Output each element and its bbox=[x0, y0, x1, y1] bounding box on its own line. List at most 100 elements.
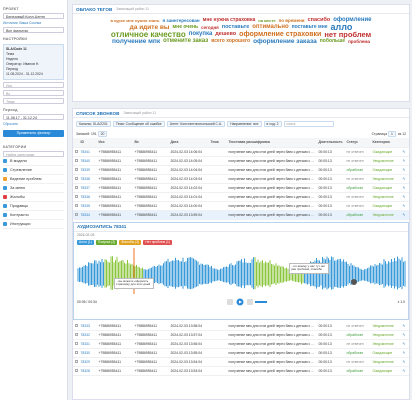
checkbox[interactable] bbox=[74, 369, 78, 372]
column-header[interactable]: Дата bbox=[169, 138, 209, 148]
field-input[interactable]: Тема bbox=[3, 98, 64, 104]
call-row[interactable]: 78334 +79886955411 +79886955411 2024-02-03 … bbox=[73, 210, 409, 220]
tag-word[interactable]: оформление заказа bbox=[253, 38, 317, 45]
filter-chip[interactable]: Тема: Сообщение об ошибке bbox=[112, 121, 165, 127]
column-header[interactable]: Текстовая расшифровка bbox=[227, 138, 317, 148]
cell: +79886955411 bbox=[133, 156, 169, 166]
call-row[interactable]: 78337 +79886955411 +79886955411 2024-02-03 … bbox=[73, 183, 409, 193]
tag-word[interactable]: проблема bbox=[348, 39, 370, 44]
checkbox[interactable] bbox=[74, 360, 78, 363]
call-row[interactable]: 78335 +79886955411 +79886955411 2024-02-03 … bbox=[73, 201, 409, 211]
call-row[interactable]: 78328 +79886955411 +79886955411 2024-02-03 … bbox=[73, 366, 409, 376]
tag-word[interactable]: да идите вы bbox=[129, 24, 170, 31]
tag-word[interactable]: получение мпк bbox=[112, 38, 161, 45]
checkbox[interactable] bbox=[74, 176, 78, 180]
call-row[interactable]: 78333 +79886955411 +79886955411 2024-02-03 … bbox=[73, 321, 409, 331]
filter-card[interactable]: SLA/Code 11 Тема Неделя Оператор: Иванов Н.… bbox=[3, 44, 64, 80]
category[interactable]: Стремление bbox=[3, 166, 64, 175]
column-header[interactable]: Тема bbox=[209, 138, 227, 148]
column-header[interactable]: ID bbox=[79, 138, 97, 148]
label: Период bbox=[3, 108, 18, 112]
search-input[interactable]: поиск bbox=[283, 121, 334, 127]
column-header[interactable]: Вх bbox=[133, 138, 169, 148]
tag-word[interactable]: покупка bbox=[188, 31, 213, 37]
tag-word[interactable]: алло bbox=[330, 22, 353, 32]
audio-tag[interactable]: Нет проблем (1) bbox=[143, 239, 172, 245]
tag-word[interactable]: отмените заказ bbox=[163, 38, 209, 44]
tag-word[interactable]: на месте bbox=[258, 18, 276, 23]
checkbox[interactable] bbox=[74, 158, 78, 162]
category[interactable]: Ведение проблем bbox=[3, 175, 64, 184]
column-header[interactable]: Длительность bbox=[317, 138, 345, 148]
tag-word[interactable]: мне нужна страховка bbox=[202, 17, 256, 23]
call-row[interactable]: 78332 +79886955411 +79886955411 2024-02-03 … bbox=[73, 330, 409, 340]
call-row[interactable]: 78330 +79886955411 +79886955411 2024-02-03 … bbox=[73, 348, 409, 358]
reset-link[interactable]: Сбросить bbox=[3, 122, 19, 126]
checkbox[interactable] bbox=[74, 185, 78, 189]
tag-word[interactable]: сегодня bbox=[201, 25, 219, 30]
category[interactable]: Жалобы bbox=[3, 193, 64, 202]
apply-button[interactable]: Применить фильтр bbox=[3, 130, 64, 137]
tag-word[interactable]: оформление bbox=[333, 17, 372, 23]
checkbox[interactable] bbox=[74, 333, 78, 336]
category[interactable]: Продавцы bbox=[3, 202, 64, 211]
field-input[interactable]: Исх bbox=[3, 82, 64, 88]
checkbox[interactable] bbox=[74, 194, 78, 198]
category-name: Инструкции bbox=[10, 222, 31, 226]
link[interactable]: Источник: Ваша Ссылка bbox=[3, 21, 42, 25]
category[interactable]: За меню bbox=[3, 184, 64, 193]
field-input[interactable]: Вх bbox=[3, 90, 64, 96]
tag-word[interactable]: я заинтересован bbox=[162, 18, 200, 23]
call-row[interactable]: 78341 +79886955411 +79886955411 2024-02-03 … bbox=[73, 147, 409, 157]
tag-word[interactable]: в курсе мне нужно знать bbox=[110, 18, 160, 23]
tag-word[interactable]: побольше bbox=[319, 38, 346, 44]
filter-chip[interactable]: Агент: Константинопольский С.А. bbox=[166, 121, 226, 127]
page[interactable]: 1 bbox=[387, 131, 396, 137]
column-header[interactable]: Категории bbox=[371, 138, 401, 148]
play-buttons[interactable] bbox=[227, 298, 268, 306]
tag-word[interactable]: всего хорошего bbox=[211, 38, 251, 44]
checkbox[interactable] bbox=[74, 351, 78, 354]
tag-word[interactable]: спасибо bbox=[307, 17, 331, 23]
audio-tag[interactable]: Алло (1) bbox=[77, 239, 94, 245]
category-search[interactable]: Найти категорию bbox=[3, 151, 64, 157]
panel-header: АУДИОЗАПИСЬ 78341 bbox=[74, 223, 408, 232]
filter-chip[interactable]: Каналы: SLA/2201 bbox=[76, 121, 111, 127]
period-input[interactable]: 11.08.17 - 31.12.24 bbox=[3, 114, 64, 120]
call-row[interactable]: 78339 +79886955411 +79886955411 2024-02-03 … bbox=[73, 165, 409, 175]
filter-chip[interactable]: Направление: все bbox=[227, 121, 262, 127]
checkbox[interactable] bbox=[74, 203, 78, 207]
call-row[interactable]: 78336 +79886955411 +79886955411 2024-02-03 … bbox=[73, 192, 409, 202]
column-header[interactable]: Исх bbox=[97, 138, 133, 148]
tag-word[interactable]: дешево bbox=[215, 31, 237, 37]
tag-word[interactable]: поставьте мне bbox=[291, 24, 328, 30]
call-row[interactable]: 78338 +79886955411 +79886955411 2024-02-03 … bbox=[73, 174, 409, 184]
filters-select[interactable]: Все фильтры bbox=[3, 27, 64, 33]
checkbox[interactable] bbox=[74, 323, 78, 327]
tag-word[interactable]: оформление страховки bbox=[239, 31, 322, 38]
tag-word[interactable]: нет проблем bbox=[324, 30, 372, 39]
checkbox[interactable] bbox=[74, 149, 78, 153]
category[interactable]: Контракты bbox=[3, 211, 64, 220]
tag-word[interactable]: отличное качество bbox=[110, 30, 186, 39]
call-row[interactable]: 78329 +79886955411 +79886955411 2024-02-03 … bbox=[73, 357, 409, 367]
tag-word[interactable]: по времени bbox=[278, 18, 305, 23]
tag-word[interactable]: поставьте bbox=[221, 24, 250, 30]
checkbox[interactable] bbox=[74, 167, 78, 171]
call-row[interactable]: 78331 +79886955411 +79886955411 2024-02-03 … bbox=[73, 339, 409, 349]
category[interactable]: В модели bbox=[3, 157, 64, 166]
call-row[interactable]: 78340 +79886955411 +79886955411 2024-02-03 … bbox=[73, 156, 409, 166]
per-page[interactable]: 20 bbox=[97, 131, 108, 137]
tag-word[interactable]: оптимально bbox=[252, 24, 289, 30]
checkbox[interactable] bbox=[74, 342, 78, 345]
audio-tag[interactable]: Покупка (2) bbox=[95, 239, 118, 245]
tag-word[interactable]: мне очень bbox=[172, 24, 199, 30]
audio-tag[interactable]: Жалобы (3) bbox=[119, 239, 142, 245]
project-select[interactable]: Березовый Колл-Центр bbox=[3, 13, 64, 19]
category[interactable]: Инструкции bbox=[3, 220, 64, 229]
cell: получение мпк для стих дней через банк с… bbox=[227, 174, 317, 184]
speed[interactable]: x 1.0 bbox=[397, 299, 405, 304]
filter-chip[interactable]: в ход: 2 bbox=[263, 121, 282, 127]
column-header[interactable]: Статус bbox=[345, 138, 371, 148]
checkbox[interactable] bbox=[74, 212, 78, 216]
